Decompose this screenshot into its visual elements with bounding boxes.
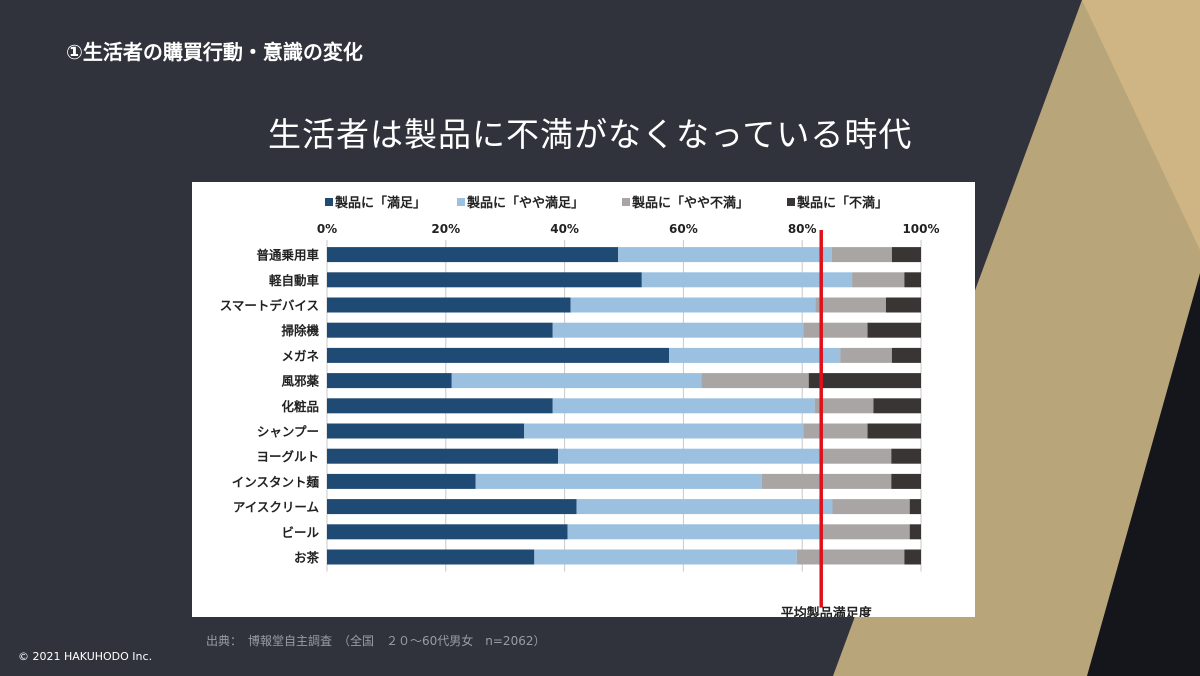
section-title: ①生活者の購買行動・意識の変化 <box>66 40 363 64</box>
legend-label: 製品に「やや不満」 <box>631 195 749 211</box>
category-label: 掃除機 <box>281 323 319 338</box>
average-line-label: 平均製品満足度 <box>781 606 873 617</box>
bar-segment <box>534 549 797 565</box>
black-shape <box>1087 273 1200 676</box>
bar-segment <box>552 398 815 414</box>
category-label: スマートデバイス <box>220 298 319 313</box>
bar-segment <box>570 297 816 313</box>
bar-segment <box>761 473 892 489</box>
source-note: 出典： 博報堂自主調査 （全国 ２０～60代男女 n=2062） <box>206 634 546 648</box>
bar-segment <box>327 524 568 540</box>
x-tick-label: 80% <box>788 222 817 236</box>
bar-segment <box>814 398 874 414</box>
light-gold-shape <box>1082 0 1200 250</box>
legend-swatch <box>787 198 795 206</box>
bar-segment <box>904 549 921 565</box>
bar-segment <box>909 524 921 540</box>
slide-title: 生活者は製品に不満がなくなっている時代 <box>268 115 913 154</box>
category-label: 軽自動車 <box>269 273 320 288</box>
category-label: メガネ <box>281 348 319 363</box>
bar-segment <box>885 297 921 313</box>
bar-segment <box>832 499 910 515</box>
legend-swatch <box>622 198 630 206</box>
bar-segment <box>904 272 921 288</box>
x-tick-label: 60% <box>669 222 698 236</box>
category-label: お茶 <box>294 550 320 565</box>
bar-segment <box>867 423 921 439</box>
category-label: ヨーグルト <box>256 449 319 464</box>
bar-segment <box>567 524 820 540</box>
legend-swatch <box>325 198 333 206</box>
stacked-bar-chart: 製品に「満足」 製品に「やや満足」 製品に「やや不満」 製品に「不満」 0% 20% 40%… <box>220 195 940 622</box>
bar-segment <box>327 448 559 464</box>
bar-segment <box>867 322 921 338</box>
bar-segment <box>669 347 841 363</box>
category-label: 風邪薬 <box>281 374 319 389</box>
x-tick-label: 40% <box>550 222 579 236</box>
bar-segment <box>524 423 804 439</box>
category-label: インスタント麺 <box>232 474 320 489</box>
bar-segment <box>873 398 921 414</box>
bar-segment <box>327 398 553 414</box>
bar-segment <box>327 549 535 565</box>
bar-segment <box>840 347 892 363</box>
bar-segment <box>891 347 921 363</box>
bar-segment <box>327 322 553 338</box>
bar-segment <box>552 322 804 338</box>
bar-segment <box>576 499 833 515</box>
bar-segment <box>701 373 809 389</box>
bar-segment <box>451 373 702 389</box>
legend-swatch <box>457 198 465 206</box>
bar-segment <box>475 473 762 489</box>
bar-segment <box>327 499 577 515</box>
bar-segment <box>815 297 886 313</box>
bar-segment <box>327 297 571 313</box>
x-tick-label: 0% <box>317 222 337 236</box>
legend-label: 製品に「やや満足」 <box>466 195 584 211</box>
bar-segment <box>327 272 642 288</box>
bar-segment <box>641 272 853 288</box>
category-label: 普通乗用車 <box>256 248 319 263</box>
category-label: 化粧品 <box>281 399 319 414</box>
category-label: アイスクリーム <box>233 500 320 515</box>
bar-segment <box>618 247 832 263</box>
bar-segment <box>803 423 868 439</box>
chart-panel: 製品に「満足」 製品に「やや満足」 製品に「やや不満」 製品に「不満」 0% 20% 40%… <box>192 182 975 622</box>
bar-segment <box>808 373 921 389</box>
legend-label: 製品に「満足」 <box>334 195 426 211</box>
bar-segment <box>327 473 476 489</box>
bar-segment <box>891 473 921 489</box>
bar-segment <box>831 247 892 263</box>
bar-segment <box>852 272 905 288</box>
bar-segment <box>327 373 452 389</box>
bar-segment <box>891 247 921 263</box>
bar-segment <box>327 423 525 439</box>
bar-segment <box>803 322 868 338</box>
bar-segment <box>819 524 910 540</box>
x-tick-label: 100% <box>902 222 939 236</box>
bar-segment <box>558 448 820 464</box>
x-tick-label: 20% <box>431 222 460 236</box>
legend-label: 製品に「不満」 <box>796 195 888 211</box>
bar-segment <box>909 499 921 515</box>
bar-segment <box>327 347 670 363</box>
category-label: シャンプー <box>257 424 319 439</box>
category-label: ビール <box>281 525 319 540</box>
bar-segment <box>891 448 921 464</box>
bar-segment <box>819 448 892 464</box>
bar-segment <box>796 549 905 565</box>
bar-segment <box>327 247 619 263</box>
copyright: © 2021 HAKUHODO Inc. <box>18 650 153 663</box>
